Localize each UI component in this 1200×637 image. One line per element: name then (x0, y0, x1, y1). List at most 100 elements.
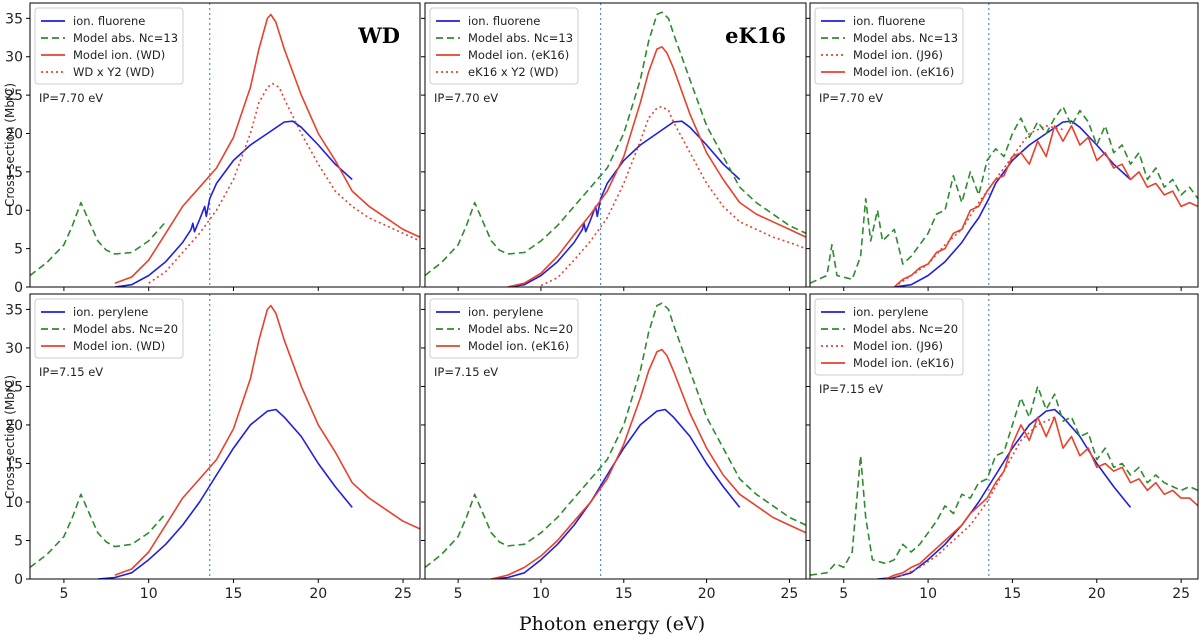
legend-label: WD x Y2 (WD) (73, 65, 155, 79)
x-tick-label: 20 (698, 586, 716, 602)
y-tick-label: 15 (5, 456, 23, 472)
series-line (114, 120, 353, 287)
legend-label: Model abs. Nc=13 (73, 31, 178, 45)
legend-label: Model abs. Nc=20 (73, 322, 178, 336)
legend-label: Model ion. (J96) (853, 48, 943, 62)
y-tick-label: 0 (14, 280, 23, 296)
legend (814, 298, 964, 376)
y-tick-label: 5 (14, 533, 23, 549)
x-tick-label: 15 (1004, 586, 1022, 602)
x-tick-label: 25 (781, 586, 799, 602)
legend-label: Model abs. Nc=20 (853, 322, 958, 336)
y-tick-label: 10 (5, 495, 23, 511)
series-line (507, 46, 806, 287)
plot-frame (424, 293, 807, 580)
y-tick-label: 30 (5, 341, 23, 357)
y-tick-label: 30 (5, 50, 23, 66)
plot-frame (809, 293, 1199, 580)
ip-annotation: IP=7.15 eV (434, 365, 498, 379)
series-line (877, 408, 1132, 579)
ip-annotation: IP=7.70 eV (434, 91, 498, 105)
panel-fluorene-compare: ion. fluorene Model abs. Nc=13 Model ion. … (806, 2, 1199, 291)
y-tick-label: 0 (14, 572, 23, 588)
series-line (491, 408, 741, 579)
legend-label: ion. perylene (468, 305, 543, 319)
legend-label: ion. fluorene (73, 14, 145, 28)
legend (429, 298, 579, 359)
legend-label: Model ion. (eK16) (468, 48, 569, 62)
legend-label: Model abs. Nc=13 (853, 31, 958, 45)
series-line (425, 302, 806, 569)
legend (34, 298, 184, 359)
x-tick-label: 10 (532, 586, 550, 602)
panel-tag: eK16 (725, 23, 786, 48)
legend (814, 7, 964, 85)
x-tick-label: 5 (454, 586, 463, 602)
legend-label: ion. fluorene (468, 14, 540, 28)
ip-annotation: IP=7.70 eV (39, 91, 103, 105)
series-line (425, 11, 806, 277)
legend-label: ion. perylene (853, 305, 928, 319)
x-tick-label: 10 (140, 586, 158, 602)
y-tick-label: 15 (5, 165, 23, 181)
ip-annotation: IP=7.15 eV (39, 365, 103, 379)
y-tick-label: 35 (5, 11, 23, 27)
series-line (30, 493, 167, 569)
y-tick-label: 25 (5, 379, 23, 395)
series-line (491, 348, 806, 579)
series-line (114, 304, 420, 576)
series-line (893, 125, 1064, 287)
x-tick-label: 5 (839, 586, 848, 602)
x-tick-label: 25 (394, 586, 412, 602)
legend-label: ion. fluorene (853, 14, 925, 28)
legend-label: Model ion. (J96) (853, 339, 943, 353)
legend-label: eK16 x Y2 (WD) (468, 65, 559, 79)
legend-label: Model ion. (eK16) (468, 339, 569, 353)
series-line (540, 105, 806, 287)
x-tick-label: 5 (59, 586, 68, 602)
panel-perylene-eK16: 5 10 15 20 25 ion. perylene Model abs. Nc=20 Mo… (421, 293, 807, 602)
legend-label: ion. perylene (73, 305, 148, 319)
series-line (507, 120, 741, 287)
series-line (810, 385, 1198, 576)
panel-tag: WD (357, 23, 400, 48)
y-tick-label: 20 (5, 126, 23, 142)
series-line (114, 13, 420, 284)
panel-perylene-WD: 5 10 15 20 25 0 5 10 15 20 25 30 35 ion. perylene Mode… (5, 293, 421, 602)
series-line (894, 120, 1132, 287)
x-tick-label: 25 (1172, 586, 1190, 602)
y-axis-label-top: Cross-section (Mb/C) (3, 83, 17, 207)
plot-frame (29, 293, 421, 580)
ip-annotation: IP=7.15 eV (819, 382, 883, 396)
y-axis-label-bottom: Cross-section (Mb/C) (3, 375, 17, 499)
series-line (885, 416, 1198, 579)
series-line (148, 82, 420, 284)
legend (34, 7, 184, 85)
plot-frame (29, 2, 421, 288)
legend-label: Model ion. (eK16) (853, 356, 954, 370)
panel-fluorene-eK16: ion. fluorene Model abs. Nc=13 Model ion. … (421, 2, 807, 291)
plot-frame (809, 2, 1199, 288)
legend-label: Model abs. Nc=13 (468, 31, 573, 45)
series-line (810, 105, 1198, 284)
series-line (97, 408, 353, 579)
y-tick-label: 5 (14, 242, 23, 258)
x-tick-label: 20 (1088, 586, 1106, 602)
ip-annotation: IP=7.70 eV (819, 91, 883, 105)
series-line (893, 125, 1198, 287)
plot-frame (424, 2, 807, 288)
legend-label: Model ion. (WD) (73, 48, 165, 62)
legend-label: Model ion. (eK16) (853, 65, 954, 79)
panel-perylene-compare: 5 10 15 20 25 ion. perylene Model abs. Nc=20 Mo… (806, 293, 1199, 602)
legend-label: Model abs. Nc=20 (468, 322, 573, 336)
y-tick-label: 20 (5, 418, 23, 434)
x-tick-label: 20 (309, 586, 327, 602)
panel-fluorene-WD: 0 5 10 15 20 25 30 35 ion. fluorene Model abs. Nc… (5, 2, 421, 296)
legend (429, 7, 579, 85)
x-axis-label: Photon energy (eV) (519, 613, 705, 635)
legend-label: Model ion. (WD) (73, 339, 165, 353)
y-tick-label: 35 (5, 302, 23, 318)
series-line (30, 201, 167, 277)
x-tick-label: 10 (919, 586, 937, 602)
